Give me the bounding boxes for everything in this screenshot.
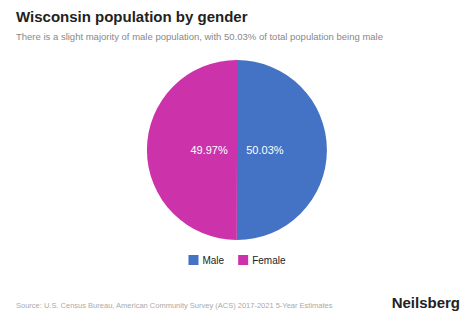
pie (147, 60, 327, 240)
legend-item: Female (238, 255, 286, 266)
pie-slice (147, 60, 237, 240)
legend-label: Male (202, 255, 224, 266)
data-label: 50.03% (246, 144, 284, 156)
legend: Male Female (188, 255, 285, 266)
data-labels: 50.03% 49.97% (190, 144, 283, 156)
chart: Wisconsin population by gender There is a… (0, 0, 474, 316)
legend-label: Female (252, 255, 286, 266)
brand: Neilsberg (392, 294, 460, 311)
legend-swatch (238, 255, 248, 265)
pie-slice (237, 60, 327, 240)
title: Wisconsin population by gender (16, 8, 248, 25)
data-label: 49.97% (190, 144, 228, 156)
source: Source: U.S. Census Bureau, American Com… (16, 301, 333, 310)
subtitle: There is a slight majority of male popul… (16, 31, 383, 42)
legend-swatch (188, 255, 198, 265)
legend-item: Male (188, 255, 224, 266)
